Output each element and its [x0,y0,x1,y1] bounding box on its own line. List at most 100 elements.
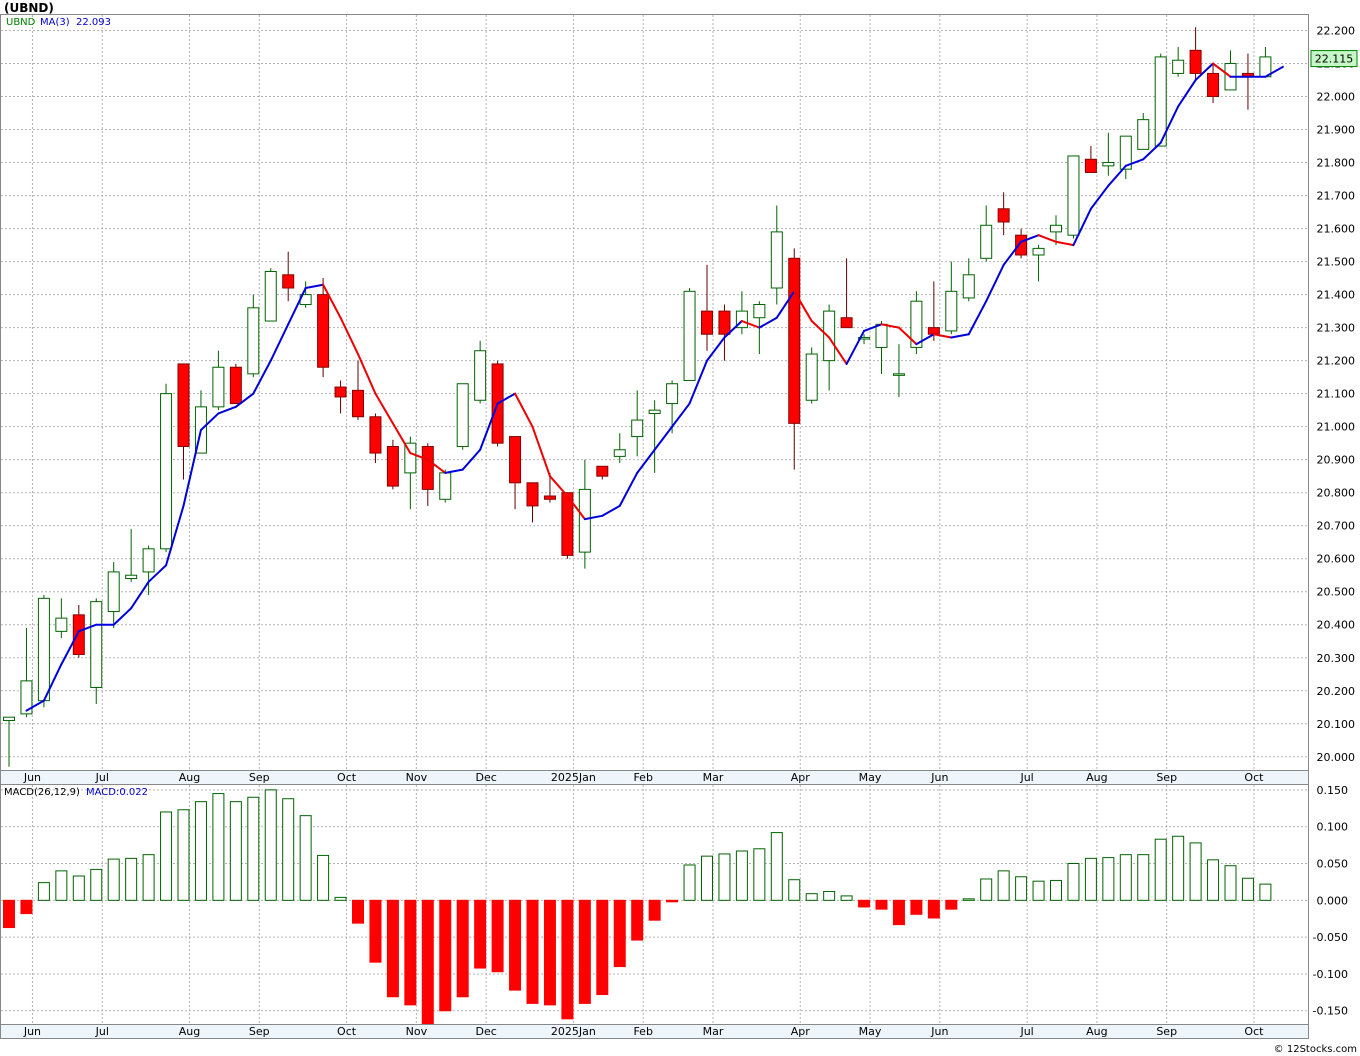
candle [474,340,487,404]
candle-body [526,482,539,507]
candle [683,288,696,381]
candle-body [229,366,242,405]
ma-segment [671,402,691,428]
macd-month-label: Jun [930,1025,948,1038]
macd-month-label: Jul [95,1025,109,1038]
macd-bar [299,815,312,901]
macd-month-label: Sep [1156,1025,1177,1038]
candle-body [613,449,626,457]
moving-average-line [25,62,1284,712]
macd-bar [910,899,923,915]
price-month-label: 2025Jan [551,771,596,784]
macd-legend-label: MACD(26,12,9) [4,787,80,798]
macd-bar [474,899,487,969]
last-price-label: 22.115 [1315,53,1354,66]
macd-bar [1172,835,1185,901]
candle [578,459,591,569]
candle [980,205,993,262]
price-month-label: Jun [23,771,41,784]
macd-bar [962,898,975,901]
candle [543,472,556,503]
ma-segment [461,448,482,471]
ma-segment [688,359,708,405]
candle-body [892,373,905,376]
candle-body [596,465,609,477]
ma-segment [1194,62,1215,82]
candle-body [334,386,347,398]
candle-body [90,601,103,688]
candle [596,465,609,480]
price-tick-label: 20.500 [1317,586,1356,599]
macd-bar [875,899,888,910]
candle [1032,245,1045,282]
candle [456,383,469,450]
macd-bar [212,793,225,901]
candle [613,433,626,463]
macd-month-label: Mar [703,1025,724,1038]
macd-bar [735,850,748,901]
candle [805,347,818,404]
ma-segment [322,283,342,319]
candle-body [683,290,696,381]
ma-segment [793,290,813,323]
macd-bar [753,848,766,901]
macd-bar [1189,842,1202,901]
macd-month-label: Sep [249,1025,270,1038]
candle-body [1084,158,1097,173]
ma-segment [1107,164,1127,187]
candle-body [1032,247,1045,256]
macd-month-label: Aug [179,1025,200,1038]
candle [20,628,33,718]
candle [526,482,539,523]
ma-segment [1177,79,1197,108]
macd-bar [229,801,242,901]
price-tick-label: 20.900 [1317,454,1356,467]
ma-segment [967,300,988,336]
macd-tick-label: -0.100 [1313,968,1348,981]
ma-segment [1055,240,1075,247]
macd-bar [526,899,539,1004]
price-tick-label: 20.200 [1317,685,1356,698]
macd-bar [1084,857,1097,901]
chart-title: (UBND) [4,1,54,15]
candle-body [718,310,731,335]
candle-body [753,304,766,319]
macd-bar [980,878,993,901]
price-month-label: May [859,771,882,784]
price-tick-label: 20.400 [1317,619,1356,632]
candle [648,400,661,473]
macd-bar [369,899,382,963]
candle-body [386,445,399,487]
candle [701,264,713,351]
candle [386,439,399,490]
candle-body [439,472,452,500]
macd-bar [20,899,33,915]
macd-bar [107,858,120,901]
candle [317,278,330,378]
candle [1137,113,1150,150]
macd-bar [543,899,556,1006]
candle-body [1050,224,1062,233]
price-tick-label: 21.900 [1317,124,1356,137]
candle-body [1067,155,1080,236]
ma-segment [1037,234,1057,243]
candle-body [282,274,295,289]
price-month-label: Jul [1019,771,1033,784]
macd-bar [997,870,1010,901]
candle-body [997,208,1010,223]
candle-body [578,488,591,553]
candle-body [125,574,138,580]
price-tick-label: 21.000 [1317,421,1356,434]
macd-bar [177,809,190,901]
ma-segment [880,323,900,329]
ma-segment [653,425,674,451]
macd-bar [613,899,626,968]
candle [125,529,138,582]
macd-bar [701,855,713,901]
macd-bar [1224,865,1237,901]
macd-bar [561,899,574,1020]
price-tick-label: 22.200 [1317,25,1356,38]
candle-body [160,393,173,550]
price-month-label: Oct [1244,771,1264,784]
